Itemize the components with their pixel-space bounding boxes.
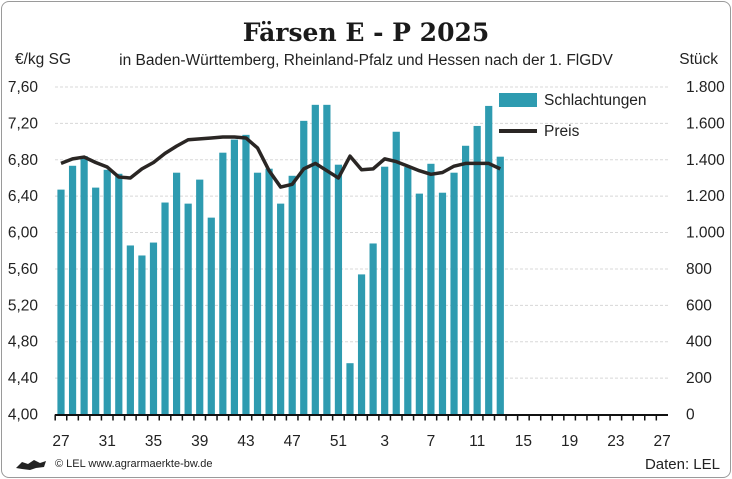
bar <box>485 105 493 415</box>
bar <box>369 243 377 415</box>
chart-title: Färsen E - P 2025 <box>242 18 490 47</box>
left-tick-label: 6,40 <box>8 188 39 205</box>
bar <box>161 202 169 415</box>
left-tick-label: 6,00 <box>8 225 39 242</box>
bar <box>381 166 389 415</box>
bar <box>392 131 400 415</box>
x-tick-label: 19 <box>561 433 578 450</box>
left-tick-label: 7,60 <box>8 79 39 96</box>
bar <box>415 193 423 415</box>
bar <box>80 156 88 415</box>
right-tick-label: 1.200 <box>686 188 725 205</box>
legend-label-line: Preis <box>544 123 580 140</box>
legend-swatch-bars <box>499 93 537 107</box>
right-tick-label: 0 <box>686 407 695 424</box>
bar <box>496 156 504 415</box>
left-tick-label: 6,80 <box>8 152 39 169</box>
bar <box>92 187 100 415</box>
right-tick-label: 400 <box>686 334 712 351</box>
left-tick-label: 5,60 <box>8 261 39 278</box>
bar <box>253 172 262 415</box>
bar <box>300 120 308 415</box>
left-tick-label: 4,80 <box>8 334 39 351</box>
bar <box>103 169 111 415</box>
bar <box>277 203 285 415</box>
bar <box>265 168 273 415</box>
left-tick-label: 7,20 <box>8 115 39 132</box>
bar <box>184 203 192 415</box>
bar <box>149 242 158 415</box>
x-tick-label: 35 <box>145 433 162 450</box>
bar <box>57 189 65 415</box>
bar <box>427 163 435 415</box>
bar <box>323 104 331 415</box>
lion-logo-icon <box>16 460 46 470</box>
right-tick-label: 1.600 <box>686 115 725 132</box>
bar <box>219 152 227 415</box>
bar <box>207 217 215 415</box>
left-tick-label: 4,40 <box>8 370 39 387</box>
right-tick-label: 1.400 <box>686 152 725 169</box>
right-tick-label: 800 <box>686 261 712 278</box>
bar <box>173 172 181 415</box>
legend-label-bars: Schlachtungen <box>544 92 647 109</box>
x-tick-label: 7 <box>427 433 436 450</box>
x-tick-label: 51 <box>330 433 347 450</box>
x-tick-label: 31 <box>99 433 116 450</box>
chart-subtitle: in Baden-Württemberg, Rheinland-Pfalz un… <box>119 52 613 69</box>
x-tick-label: 23 <box>607 433 624 450</box>
bar <box>438 192 447 415</box>
data-source: Daten: LEL <box>644 456 720 473</box>
bar <box>311 104 319 415</box>
x-tick-label: 27 <box>52 433 69 450</box>
bar <box>115 173 123 415</box>
bar <box>288 175 296 415</box>
bar <box>242 134 250 415</box>
right-tick-label: 600 <box>686 297 712 314</box>
bar <box>230 139 238 415</box>
x-tick-label: 39 <box>191 433 208 450</box>
bar <box>473 125 481 415</box>
x-tick-label: 47 <box>284 433 301 450</box>
x-tick-label: 11 <box>469 433 485 450</box>
right-tick-label: 200 <box>686 370 712 387</box>
left-tick-label: 4,00 <box>8 407 39 424</box>
right-tick-label: 1.000 <box>686 225 725 242</box>
left-axis-label: €/kg SG <box>15 51 71 68</box>
bar <box>138 255 146 415</box>
x-tick-label: 3 <box>380 433 389 450</box>
bar <box>68 165 77 415</box>
left-tick-label: 5,20 <box>8 297 39 314</box>
copyright-text: © LEL www.agrarmaerkte-bw.de <box>55 458 213 470</box>
x-tick-label: 15 <box>515 433 532 450</box>
bar <box>462 145 470 415</box>
bar <box>126 245 134 415</box>
bar <box>357 274 366 415</box>
x-tick-label: 27 <box>653 433 670 450</box>
bar <box>450 172 458 415</box>
bar <box>334 164 343 415</box>
bar <box>404 167 412 415</box>
bar <box>346 363 354 415</box>
right-tick-label: 1.800 <box>686 79 725 96</box>
bar <box>196 179 204 415</box>
right-axis-label: Stück <box>679 51 718 68</box>
x-tick-label: 43 <box>237 433 254 450</box>
